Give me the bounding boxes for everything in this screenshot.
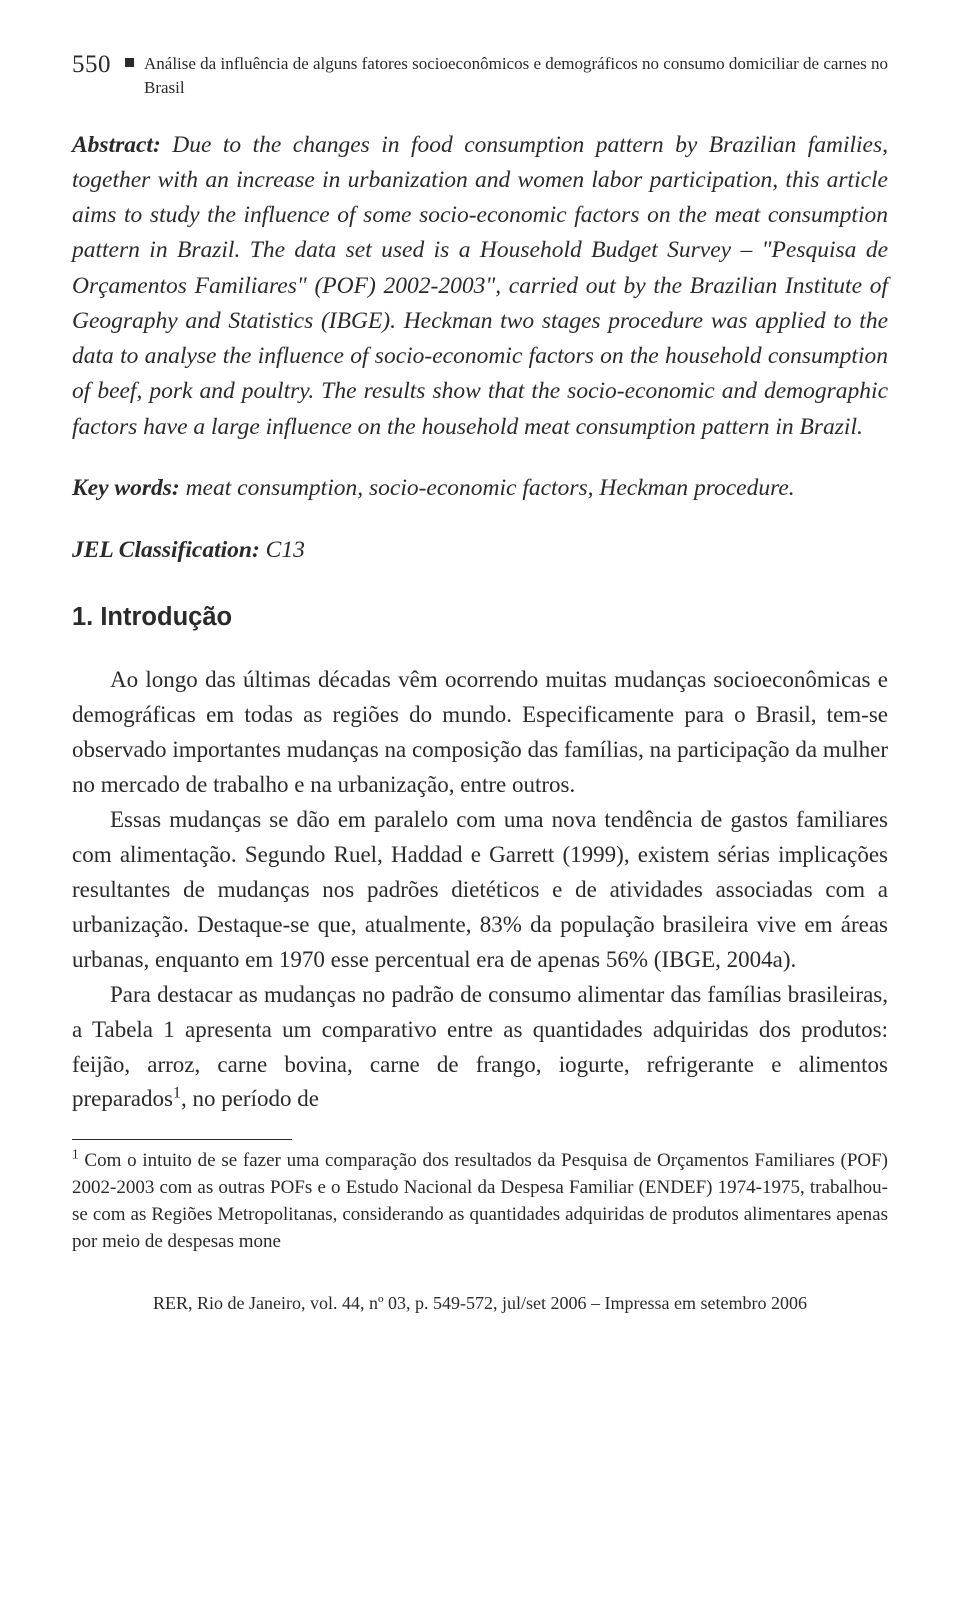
- section-heading: 1. Introdução: [72, 598, 888, 637]
- footnote-text: Com o intuito de se fazer uma comparação…: [72, 1150, 888, 1252]
- keywords-line: Key words: meat consumption, socio-econo…: [72, 471, 888, 507]
- abstract-text: Due to the changes in food consumption p…: [72, 132, 888, 440]
- page-number: 550: [72, 48, 111, 82]
- abstract-paragraph: Abstract: Due to the changes in food con…: [72, 128, 888, 445]
- square-separator-icon: [125, 58, 134, 67]
- body-p3-post: , no período de: [181, 1086, 319, 1111]
- jel-text: C13: [260, 537, 305, 563]
- footnote-rule: [72, 1139, 292, 1140]
- jel-line: JEL Classification: C13: [72, 533, 888, 569]
- body-paragraph-2: Essas mudanças se dão em paralelo com um…: [72, 803, 888, 978]
- running-title: Análise da influência de alguns fatores …: [144, 48, 888, 100]
- running-header: 550 Análise da influência de alguns fato…: [72, 48, 888, 100]
- jel-label: JEL Classification:: [72, 537, 260, 563]
- keywords-label: Key words:: [72, 475, 180, 501]
- body-paragraph-3: Para destacar as mudanças no padrão de c…: [72, 978, 888, 1118]
- body-paragraph-1: Ao longo das últimas décadas vêm ocorren…: [72, 663, 888, 803]
- keywords-text: meat consumption, socio-economic factors…: [180, 475, 795, 501]
- footnote-number: 1: [72, 1147, 79, 1162]
- footnote-1: 1 Com o intuito de se fazer uma comparaç…: [72, 1148, 888, 1256]
- footnote-ref-1: 1: [173, 1085, 181, 1102]
- abstract-label: Abstract:: [72, 132, 161, 158]
- page-footer: RER, Rio de Janeiro, vol. 44, nº 03, p. …: [72, 1290, 888, 1317]
